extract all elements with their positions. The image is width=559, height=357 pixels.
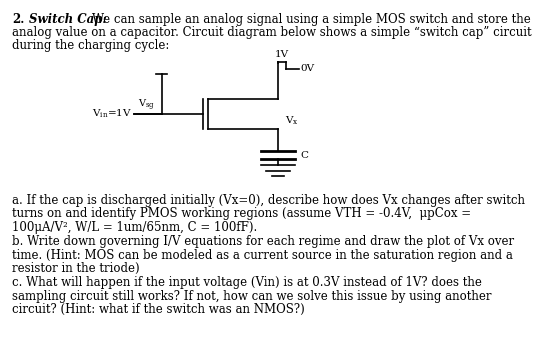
Text: resistor in the triode): resistor in the triode): [12, 262, 140, 275]
Text: V$_{\mathregular{in}}$=1V: V$_{\mathregular{in}}$=1V: [92, 107, 132, 120]
Text: 0V: 0V: [301, 64, 315, 73]
Text: a. If the cap is discharged initially (Vx=0), describe how does Vx changes after: a. If the cap is discharged initially (V…: [12, 194, 525, 207]
Text: analog value on a capacitor. Circuit diagram below shows a simple “switch cap” c: analog value on a capacitor. Circuit dia…: [12, 26, 532, 39]
Text: sampling circuit still works? If not, how can we solve this issue by using anoth: sampling circuit still works? If not, ho…: [12, 290, 492, 303]
Text: V$_{\mathregular{x}}$: V$_{\mathregular{x}}$: [285, 114, 299, 127]
Text: C: C: [301, 151, 309, 160]
Text: b. Write down governing I/V equations for each regime and draw the plot of Vx ov: b. Write down governing I/V equations fo…: [12, 235, 514, 248]
Text: time. (Hint: MOS can be modeled as a current source in the saturation region and: time. (Hint: MOS can be modeled as a cur…: [12, 248, 513, 262]
Text: We can sample an analog signal using a simple MOS switch and store the: We can sample an analog signal using a s…: [92, 13, 530, 26]
Text: 100μA/V², W/L = 1um/65nm, C = 100fF).: 100μA/V², W/L = 1um/65nm, C = 100fF).: [12, 221, 258, 234]
Text: circuit? (Hint: what if the switch was an NMOS?): circuit? (Hint: what if the switch was a…: [12, 303, 305, 316]
Text: turns on and identify PMOS working regions (assume VTH = -0.4V,  μpCox =: turns on and identify PMOS working regio…: [12, 207, 471, 220]
Text: during the charging cycle:: during the charging cycle:: [12, 39, 170, 52]
Text: c. What will happen if the input voltage (Vin) is at 0.3V instead of 1V? does th: c. What will happen if the input voltage…: [12, 276, 482, 290]
Text: V$_{\mathregular{sg}}$: V$_{\mathregular{sg}}$: [138, 97, 155, 113]
Text: 2.: 2.: [12, 13, 25, 26]
Text: Switch Cap:: Switch Cap:: [29, 13, 107, 26]
Text: 1V: 1V: [274, 50, 289, 59]
